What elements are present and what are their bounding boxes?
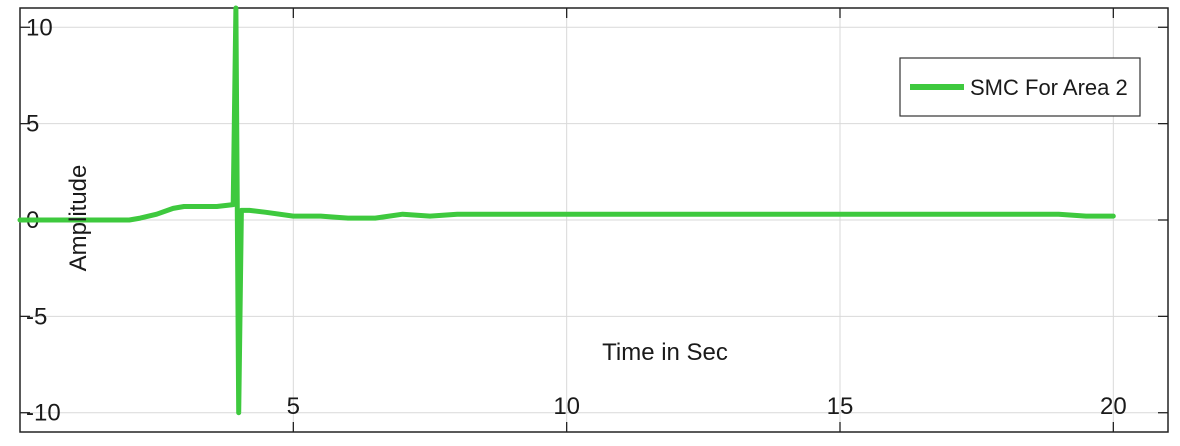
x-tick-label: 10: [553, 393, 580, 420]
y-tick-label: 5: [26, 111, 39, 138]
y-tick-label: 10: [26, 14, 53, 41]
x-tick-label: 5: [287, 393, 300, 420]
x-tick-label: 20: [1100, 393, 1127, 420]
x-axis-label: Time in Sec: [602, 339, 728, 366]
legend-label: SMC For Area 2: [970, 75, 1128, 100]
series-line: [17, 5, 1116, 416]
y-axis-label: Amplitude: [65, 165, 92, 272]
legend: SMC For Area 2: [899, 57, 1141, 117]
x-tick-label: 15: [827, 393, 854, 420]
series-layer: [17, 5, 1116, 416]
y-tick-label: -10: [26, 400, 61, 427]
y-tick-label: -5: [26, 303, 47, 330]
grid: [20, 8, 1168, 432]
